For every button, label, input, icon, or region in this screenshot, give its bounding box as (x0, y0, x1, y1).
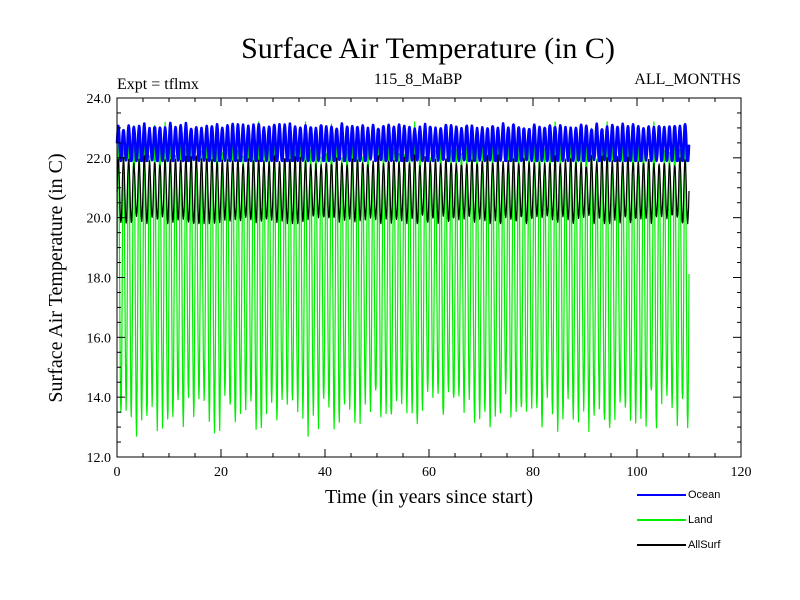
series-line-allsurf (116, 154, 690, 225)
series-line-ocean (115, 121, 691, 163)
y-tick-label: 24.0 (87, 92, 112, 107)
y-tick-label: 22.0 (87, 152, 112, 167)
series-layer (115, 121, 691, 437)
chart-subtitle-right: ALL_MONTHS (634, 71, 741, 88)
legend: Ocean Land AllSurf (637, 489, 721, 551)
y-tick-label: 12.0 (87, 451, 112, 466)
legend-label-allsurf: AllSurf (688, 539, 721, 551)
chart-subtitle-left: Expt = tflmx (117, 76, 199, 93)
x-tick-label: 0 (114, 465, 121, 480)
x-tick-label: 120 (731, 465, 752, 480)
x-tick-label: 20 (214, 465, 228, 480)
x-tick-label: 60 (422, 465, 436, 480)
y-tick-label: 20.0 (87, 212, 112, 227)
chart-subtitle-center: 115_8_MaBP (374, 71, 462, 88)
y-tick-label: 14.0 (87, 391, 112, 406)
y-axis-label: Surface Air Temperature (in C) (45, 153, 67, 402)
chart-title: Surface Air Temperature (in C) (241, 32, 615, 65)
x-axis-label: Time (in years since start) (325, 486, 533, 508)
y-tick-label: 16.0 (87, 331, 112, 346)
legend-label-land: Land (688, 514, 712, 526)
ticks-layer: 0 20 40 60 80 100 120 12.0 14.0 16.0 18.0 20.0 22.0 2… (87, 92, 752, 480)
x-tick-label: 80 (526, 465, 540, 480)
x-tick-label: 40 (318, 465, 332, 480)
legend-label-ocean: Ocean (688, 489, 720, 501)
y-tick-label: 18.0 (87, 272, 112, 287)
x-tick-label: 100 (627, 465, 648, 480)
